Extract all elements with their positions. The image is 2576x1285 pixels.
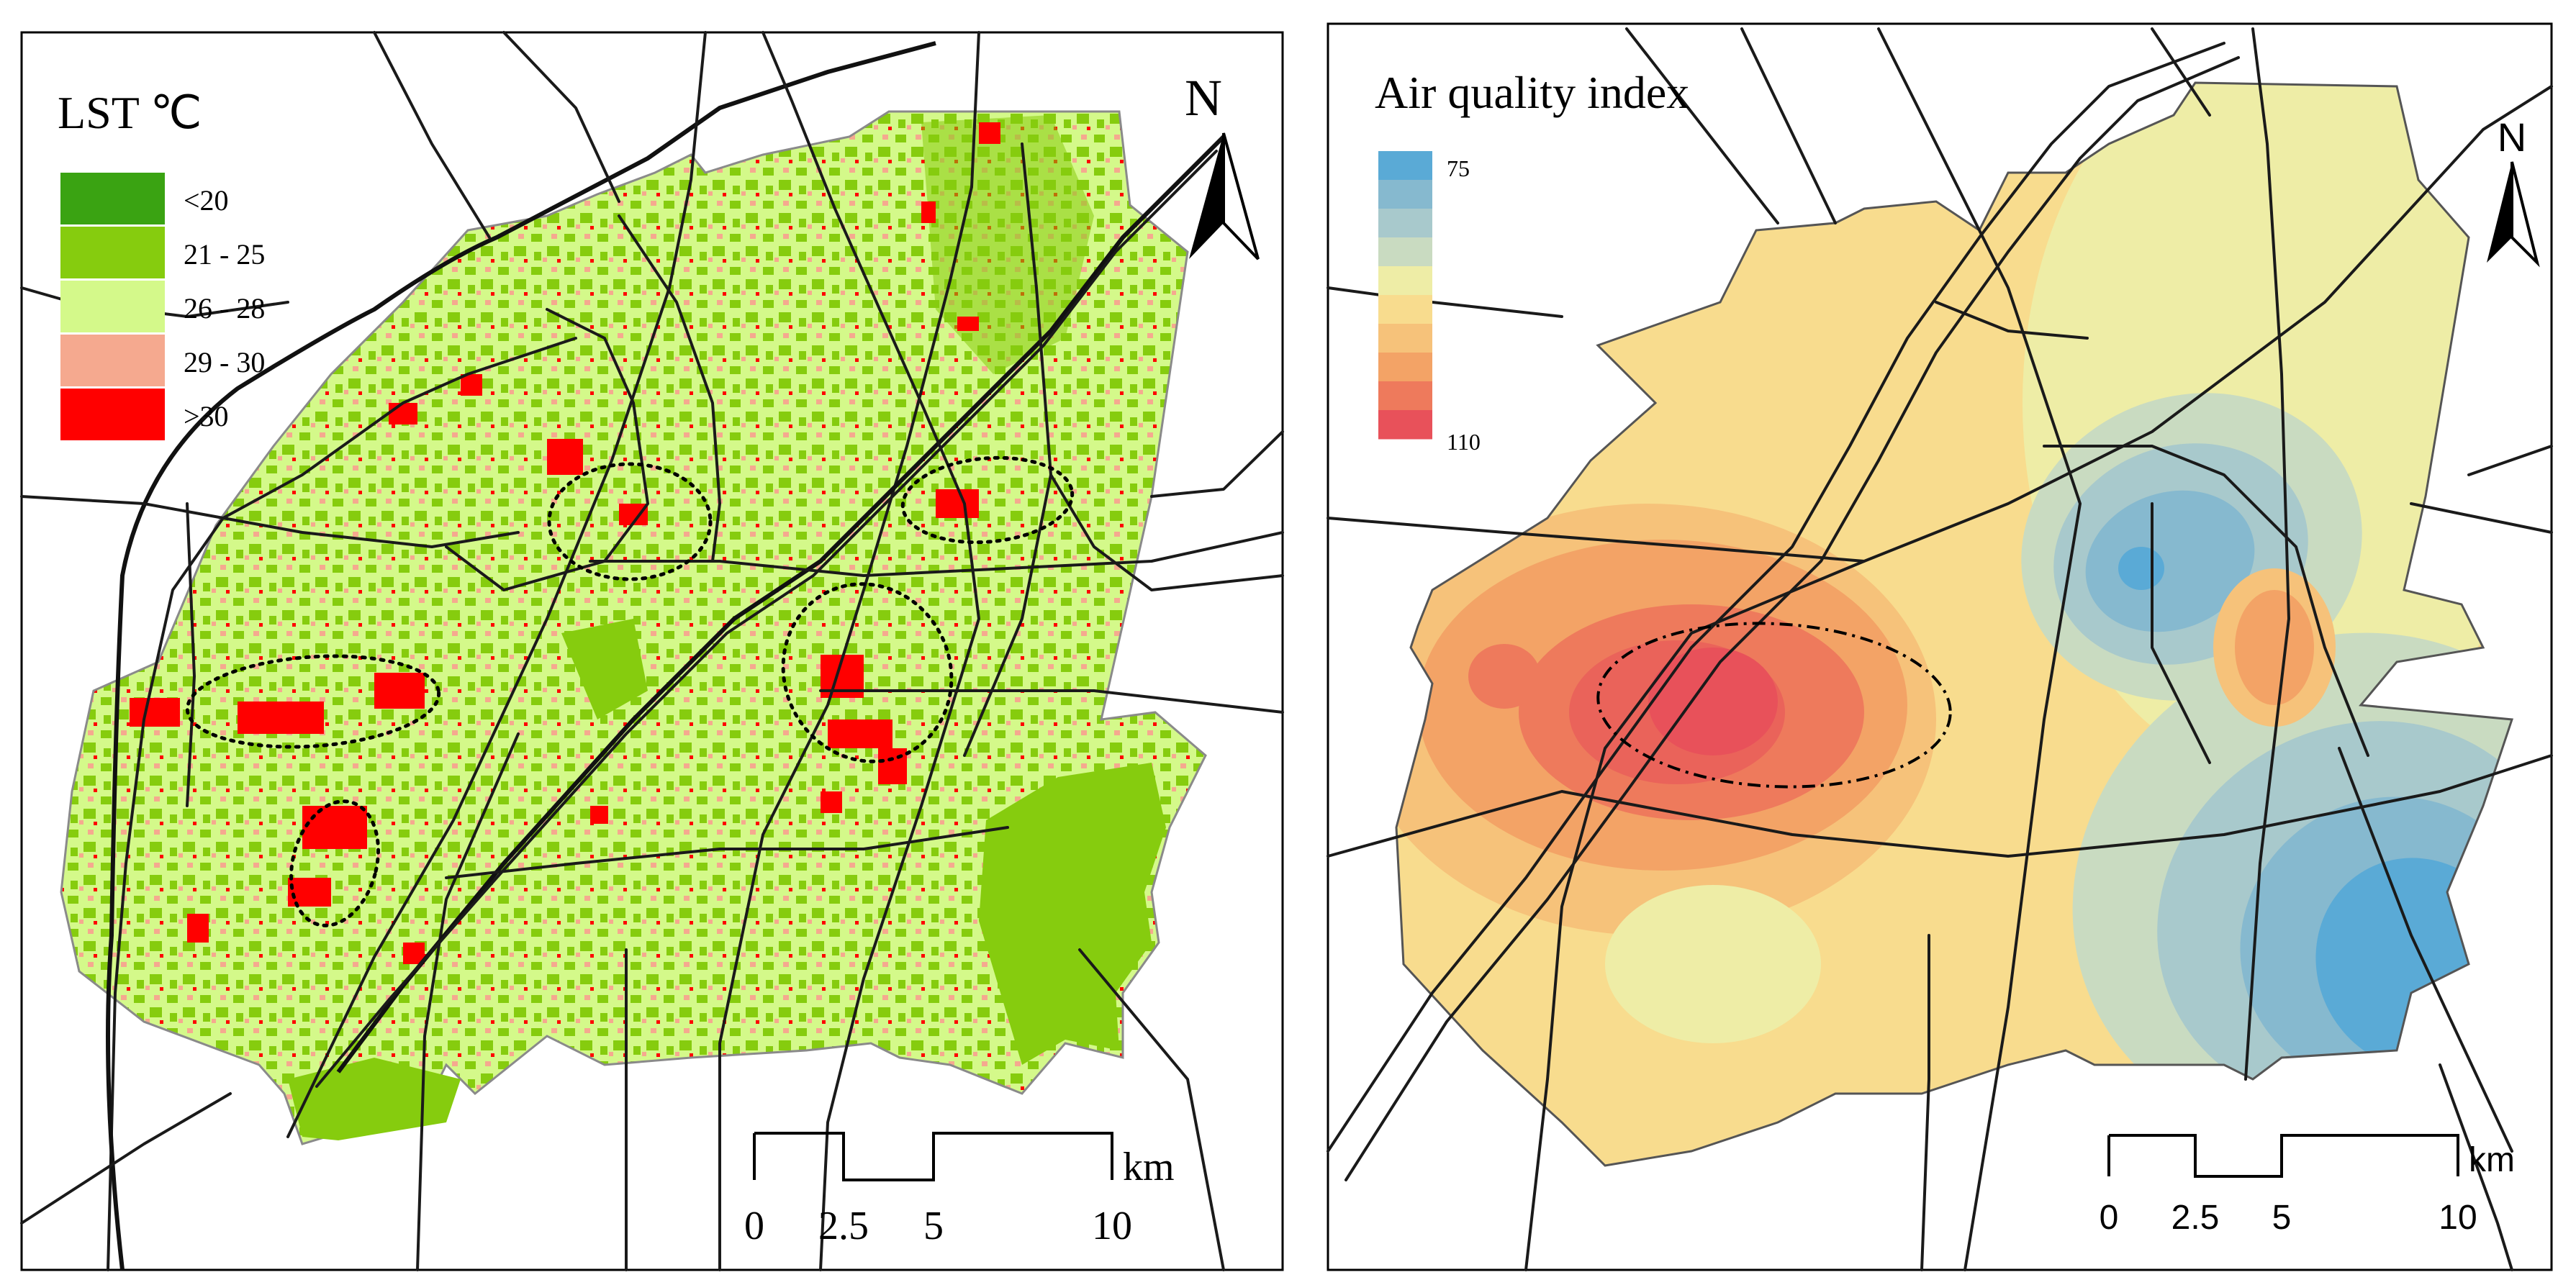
aqi-scale-tick-2: 5 <box>2272 1199 2292 1237</box>
aqi-legend-ramp-step <box>1378 353 1432 382</box>
lst-legend-swatch-2 <box>60 227 165 278</box>
aqi-legend-ramp-step <box>1378 180 1432 209</box>
lst-map-frame <box>20 31 1284 1271</box>
lst-legend-swatch-4 <box>60 335 165 386</box>
aqi-map-svg: Air quality index 75 110 N km 0 2.5 5 10 <box>1327 22 2553 1271</box>
aqi-scale-unit: km <box>2469 1141 2515 1179</box>
aqi-legend-title: Air quality index <box>1375 67 1689 118</box>
aqi-legend-ramp-step <box>1378 381 1432 411</box>
aqi-scale-tick-0: 0 <box>2100 1199 2119 1237</box>
lst-legend-label-1: <20 <box>184 184 229 217</box>
aqi-north-label: N <box>2498 114 2526 160</box>
lst-road-network <box>20 31 1284 1271</box>
lst-legend: LST ℃ <20 21 - 25 26 - 28 29 - 30 >30 <box>58 87 265 440</box>
lst-north-label: N <box>1185 69 1222 127</box>
lst-legend-label-4: 29 - 30 <box>184 346 265 378</box>
aqi-legend-ramp <box>1378 151 1432 440</box>
lst-scale-bar: km 0 2.5 5 10 <box>744 1132 1175 1248</box>
lst-scale-tick-3: 10 <box>1092 1204 1132 1248</box>
lst-green-zone-south <box>288 1058 461 1140</box>
aqi-road-network <box>1327 27 2553 1271</box>
lst-legend-swatch-1 <box>60 173 165 224</box>
lst-scale-unit: km <box>1123 1145 1175 1189</box>
lst-green-zone-northeast <box>921 115 1094 374</box>
aqi-map-frame <box>1327 22 2553 1271</box>
lst-legend-swatch-5 <box>60 389 165 440</box>
aqi-legend-ramp-step <box>1378 295 1432 324</box>
lst-scale-tick-1: 2.5 <box>818 1204 869 1248</box>
lst-legend-title: LST ℃ <box>58 87 202 138</box>
aqi-scale-tick-3: 10 <box>2439 1199 2477 1237</box>
aqi-map-panel: Air quality index 75 110 N km 0 2.5 5 10 <box>1288 0 2576 1285</box>
aqi-scale-tick-1: 2.5 <box>2171 1199 2220 1237</box>
aqi-legend-ramp-step <box>1378 410 1432 440</box>
lst-green-zone-center <box>561 619 648 719</box>
aqi-legend-ramp-step <box>1378 209 1432 238</box>
lst-legend-swatch-3 <box>60 281 165 332</box>
aqi-surface <box>1396 83 2512 1166</box>
lst-map-panel: LST ℃ <20 21 - 25 26 - 28 29 - 30 >30 N … <box>20 31 1284 1271</box>
aqi-legend-max: 110 <box>1447 429 1481 455</box>
lst-legend-label-2: 21 - 25 <box>184 238 265 271</box>
aqi-legend-ramp-step <box>1378 151 1432 181</box>
lst-highlight-ellipses <box>185 455 1075 927</box>
aqi-highlight-ellipse <box>1596 622 1952 789</box>
lst-legend-label-5: >30 <box>184 400 229 432</box>
aqi-legend-ramp-step <box>1378 324 1432 353</box>
aqi-scale-bar: km 0 2.5 5 10 <box>2100 1134 2515 1237</box>
lst-map-svg: LST ℃ <20 21 - 25 26 - 28 29 - 30 >30 N … <box>20 31 1284 1271</box>
aqi-city-outline <box>1395 81 2514 1167</box>
lst-green-zone-southeast <box>979 763 1166 1065</box>
aqi-north-arrow-icon: N <box>2487 114 2540 268</box>
lst-legend-label-3: 26 - 28 <box>184 292 265 324</box>
lst-north-arrow-icon: N <box>1185 69 1260 260</box>
aqi-legend: Air quality index 75 110 <box>1375 67 1689 455</box>
lst-scale-tick-0: 0 <box>744 1204 764 1248</box>
aqi-legend-min: 75 <box>1447 155 1470 181</box>
aqi-legend-ramp-step <box>1378 237 1432 267</box>
lst-scale-tick-2: 5 <box>923 1204 944 1248</box>
aqi-legend-ramp-step <box>1378 266 1432 296</box>
